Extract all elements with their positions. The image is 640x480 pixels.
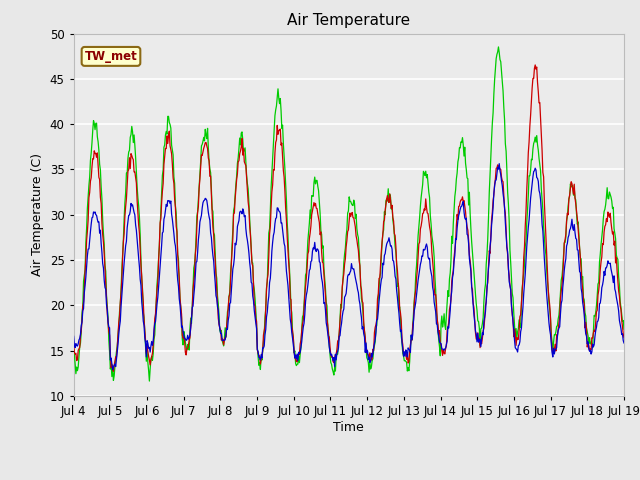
Line: AirT: AirT	[74, 164, 624, 370]
Title: Air Temperature: Air Temperature	[287, 13, 410, 28]
PanelT	[137, 264, 145, 269]
PanelT	[80, 299, 88, 305]
AM25T_PRT	[70, 347, 77, 352]
PanelT	[222, 334, 230, 340]
AM25T_PRT	[222, 334, 230, 340]
PanelT	[433, 300, 440, 306]
Line: AM25T_PRT: AM25T_PRT	[74, 47, 624, 381]
AirT	[417, 262, 424, 267]
AM25T_PRT	[495, 44, 502, 50]
AirT	[222, 332, 230, 338]
PanelT	[620, 335, 628, 340]
AM25T_PRT	[620, 326, 628, 332]
PanelT	[531, 62, 539, 68]
AirT	[80, 306, 88, 312]
AM25T_PRT	[145, 378, 153, 384]
AirT	[495, 161, 503, 167]
PanelT	[193, 224, 201, 230]
AM25T_PRT	[417, 204, 424, 209]
X-axis label: Time: Time	[333, 421, 364, 434]
AirT	[433, 321, 440, 327]
AirT	[70, 334, 77, 339]
AM25T_PRT	[136, 232, 144, 238]
AM25T_PRT	[193, 214, 201, 219]
AirT	[109, 367, 116, 372]
PanelT	[70, 341, 77, 347]
Line: PanelT: PanelT	[74, 65, 624, 371]
AirT	[193, 259, 201, 264]
Legend: PanelT, AirT, AM25T_PRT: PanelT, AirT, AM25T_PRT	[203, 475, 495, 480]
Y-axis label: Air Temperature (C): Air Temperature (C)	[31, 153, 44, 276]
PanelT	[109, 368, 117, 374]
AirT	[620, 340, 628, 346]
Text: TW_met: TW_met	[84, 50, 138, 63]
AirT	[137, 282, 145, 288]
AM25T_PRT	[433, 310, 440, 316]
AM25T_PRT	[80, 278, 88, 284]
PanelT	[417, 226, 424, 232]
